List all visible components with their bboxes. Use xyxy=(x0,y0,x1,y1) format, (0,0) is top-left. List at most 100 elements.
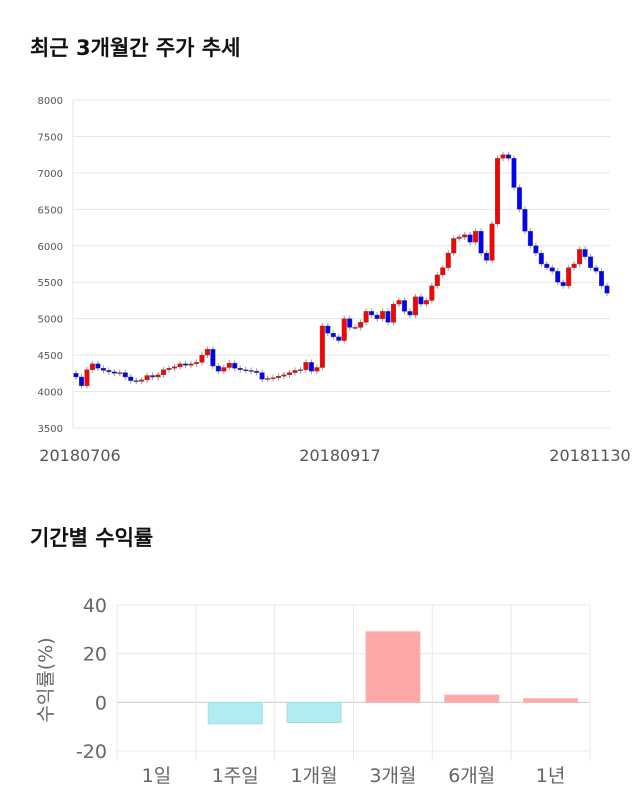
candle xyxy=(117,372,123,374)
candle xyxy=(78,376,84,386)
candle xyxy=(588,256,594,268)
price-candlestick-chart: 3500 4000 4500 5000 5500 6000 6500 7000 7500 8000… xyxy=(38,96,631,465)
y-tick-label: -20 xyxy=(76,741,107,763)
candle xyxy=(325,325,331,334)
candle xyxy=(215,365,221,372)
candle xyxy=(319,325,325,368)
candle xyxy=(369,311,375,316)
candle xyxy=(522,209,528,232)
candle xyxy=(418,296,424,305)
x-tick-label: 1년 xyxy=(536,765,566,787)
candle xyxy=(374,314,380,319)
candle xyxy=(396,300,402,305)
candle xyxy=(193,362,199,365)
candle xyxy=(182,363,188,366)
candle xyxy=(122,372,128,378)
candle xyxy=(593,267,599,272)
candle xyxy=(423,300,429,305)
candle xyxy=(401,300,407,312)
candle xyxy=(363,311,369,323)
y-tick-label: 5500 xyxy=(38,278,63,289)
candle xyxy=(336,336,342,341)
candle xyxy=(226,362,232,368)
y-tick-label: 3500 xyxy=(38,424,63,435)
candle xyxy=(84,369,90,386)
candle xyxy=(155,374,161,378)
candle xyxy=(177,363,183,367)
candle xyxy=(89,363,95,370)
candle xyxy=(391,303,397,323)
candle xyxy=(237,368,243,370)
candle xyxy=(221,367,227,372)
candle xyxy=(527,230,533,246)
candle xyxy=(254,370,260,373)
candle xyxy=(265,378,271,380)
candle xyxy=(243,369,249,371)
candle xyxy=(380,311,386,319)
candle xyxy=(440,267,446,276)
candle xyxy=(128,376,134,381)
candle xyxy=(172,366,178,369)
candle xyxy=(604,285,610,294)
candle xyxy=(412,296,418,316)
candle xyxy=(577,249,583,265)
candle xyxy=(429,285,435,301)
return-chart-title: 기간별 수익률 xyxy=(30,526,154,550)
candle xyxy=(259,372,265,380)
x-tick-label: 1개월 xyxy=(291,765,338,787)
candle xyxy=(270,377,276,379)
candle xyxy=(516,187,522,210)
candle xyxy=(582,249,588,257)
candle xyxy=(473,230,479,243)
candle xyxy=(484,252,490,261)
candle xyxy=(500,154,506,159)
return-bar xyxy=(207,701,263,725)
candle xyxy=(297,369,303,371)
y-tick-label: 8000 xyxy=(38,96,63,107)
x-tick-label: 1주일 xyxy=(212,765,259,787)
y-tick-label: 5000 xyxy=(38,315,63,326)
candle xyxy=(358,322,364,328)
y-tick-label: 40 xyxy=(83,595,107,617)
candle xyxy=(347,318,353,328)
candle xyxy=(555,271,561,283)
candle xyxy=(467,234,473,243)
y-tick-label: 6000 xyxy=(38,242,63,253)
candle xyxy=(456,236,462,239)
candle xyxy=(533,245,539,254)
candle xyxy=(150,375,156,378)
return-bar xyxy=(286,701,342,724)
candle xyxy=(276,376,282,378)
candle xyxy=(571,263,577,268)
candle xyxy=(314,367,320,372)
x-tick-label: 6개월 xyxy=(448,765,495,787)
y-tick-label: 7000 xyxy=(38,169,63,180)
candle xyxy=(462,234,468,238)
candle xyxy=(308,362,314,372)
candle xyxy=(330,333,336,338)
candle xyxy=(495,158,501,225)
return-bar xyxy=(365,631,421,703)
candle xyxy=(505,154,511,159)
candle xyxy=(292,370,298,373)
candle xyxy=(139,379,145,382)
candle xyxy=(407,311,413,316)
candle xyxy=(566,267,572,287)
x-tick-label: 1일 xyxy=(142,765,172,787)
candle xyxy=(161,369,167,375)
candle xyxy=(188,363,194,366)
candle xyxy=(166,368,172,370)
x-tick-label: 3개월 xyxy=(369,765,416,787)
candle xyxy=(599,271,605,287)
candle xyxy=(204,349,210,356)
return-bar xyxy=(523,698,579,703)
y-tick-label: 0 xyxy=(95,692,107,714)
candle xyxy=(111,371,117,374)
candle xyxy=(133,380,139,382)
candle xyxy=(352,327,358,329)
candle xyxy=(385,311,391,323)
x-tick-label: 20180917 xyxy=(299,446,380,465)
candle xyxy=(511,158,517,188)
y-tick-label: 4500 xyxy=(38,351,63,362)
x-tick-label: 20181130 xyxy=(549,446,630,465)
